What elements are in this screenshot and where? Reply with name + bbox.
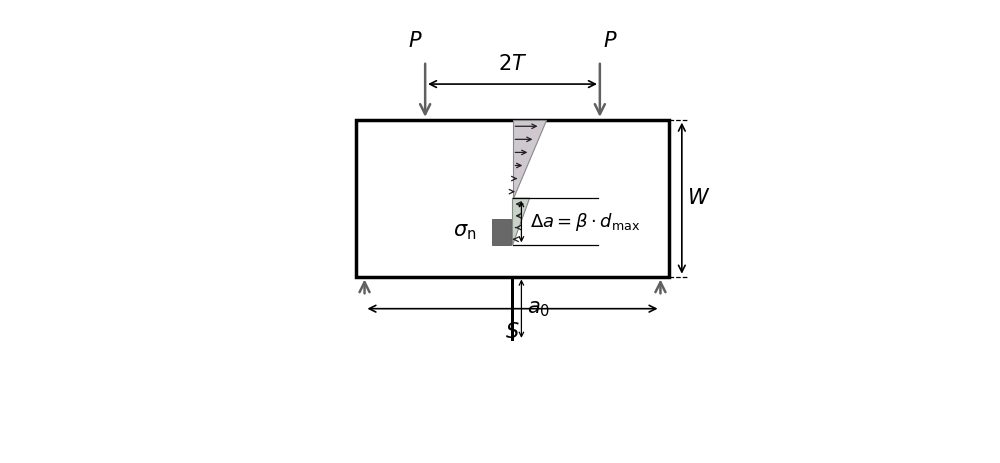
Text: $S$: $S$ (505, 322, 520, 342)
Text: $\Delta a = \beta \cdot d_{\rm max}$: $\Delta a = \beta \cdot d_{\rm max}$ (530, 211, 640, 233)
Polygon shape (512, 120, 546, 198)
Text: $\sigma_{\rm n}$: $\sigma_{\rm n}$ (453, 222, 476, 242)
Text: $P$: $P$ (408, 31, 422, 51)
Bar (511, 276, 514, 341)
Text: $P$: $P$ (603, 31, 617, 51)
Text: $a_0$: $a_0$ (527, 299, 550, 319)
Text: $W$: $W$ (687, 188, 711, 208)
Bar (492, 219, 511, 245)
Text: $2T$: $2T$ (498, 55, 527, 75)
Bar (356, 120, 669, 276)
Polygon shape (512, 198, 530, 245)
